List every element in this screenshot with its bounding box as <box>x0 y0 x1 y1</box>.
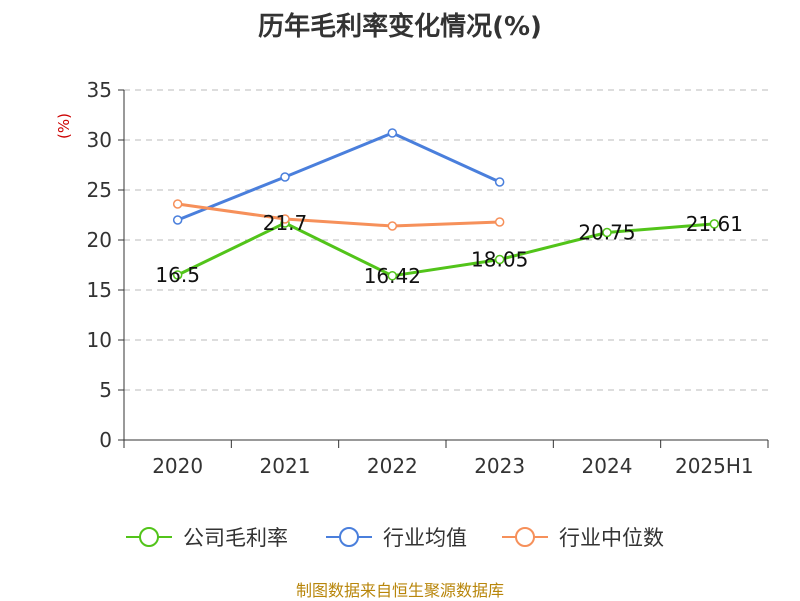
data-label: 21.7 <box>263 211 308 235</box>
data-label: 16.5 <box>155 263 200 287</box>
y-tick-label: 20 <box>87 228 112 252</box>
series-lines <box>172 128 720 281</box>
legend-item: 公司毛利率 <box>126 526 288 550</box>
y-tick-label: 5 <box>99 378 112 402</box>
axes: 0 5 10 15 20 25 30 35 2020 2021 2022 2023 2024 2025H1… <box>55 78 769 478</box>
legend-marker <box>139 527 159 547</box>
data-point <box>280 172 290 182</box>
y-tick-label: 0 <box>99 428 112 452</box>
data-point <box>387 128 398 138</box>
data-label: 18.05 <box>471 248 528 272</box>
x-tick-label: 2022 <box>367 454 418 478</box>
legend-item: 行业均值 <box>326 526 467 550</box>
data-point <box>494 217 505 227</box>
data-label: 21.61 <box>686 212 743 236</box>
legend-label: 公司毛利率 <box>183 526 288 550</box>
x-tick-label: 2023 <box>474 454 525 478</box>
legend-label: 行业中位数 <box>559 526 664 550</box>
x-tick-label: 2020 <box>152 454 203 478</box>
data-labels: 16.5 21.7 16.42 18.05 20.75 21.61 <box>155 211 743 288</box>
data-point <box>172 215 183 225</box>
legend-label: 行业均值 <box>383 526 467 550</box>
y-tick-label: 15 <box>87 278 112 302</box>
x-tick-label: 2021 <box>260 454 311 478</box>
series-line <box>177 202 500 228</box>
y-tick-label: 30 <box>87 128 112 152</box>
y-tick-label: 25 <box>87 178 112 202</box>
data-point <box>172 199 183 209</box>
data-point <box>709 219 720 229</box>
x-tick-label: 2025H1 <box>675 454 754 478</box>
data-point <box>387 271 398 281</box>
legend-marker <box>515 527 535 547</box>
y-tick-label: 10 <box>87 328 112 352</box>
data-point <box>494 177 505 187</box>
chart-source: 制图数据来自恒生聚源数据库 <box>295 581 504 600</box>
legend-marker <box>339 527 359 547</box>
series-line <box>177 221 715 278</box>
data-point <box>387 221 398 231</box>
gridlines <box>124 89 768 391</box>
data-point <box>280 214 290 224</box>
data-point <box>602 227 612 238</box>
y-tick-label: 35 <box>87 78 112 102</box>
x-tick-label: 2024 <box>582 454 633 478</box>
data-label: 16.42 <box>364 264 421 288</box>
y-axis-label: (%) <box>55 113 73 139</box>
data-point <box>494 254 505 265</box>
data-point <box>172 270 183 280</box>
legend-item: 行业中位数 <box>502 526 664 550</box>
series-line <box>177 131 501 222</box>
data-label: 20.75 <box>578 221 635 245</box>
chart-title: 历年毛利率变化情况(%) <box>258 12 542 42</box>
legend: 公司毛利率 行业均值 行业中位数 <box>126 526 664 550</box>
